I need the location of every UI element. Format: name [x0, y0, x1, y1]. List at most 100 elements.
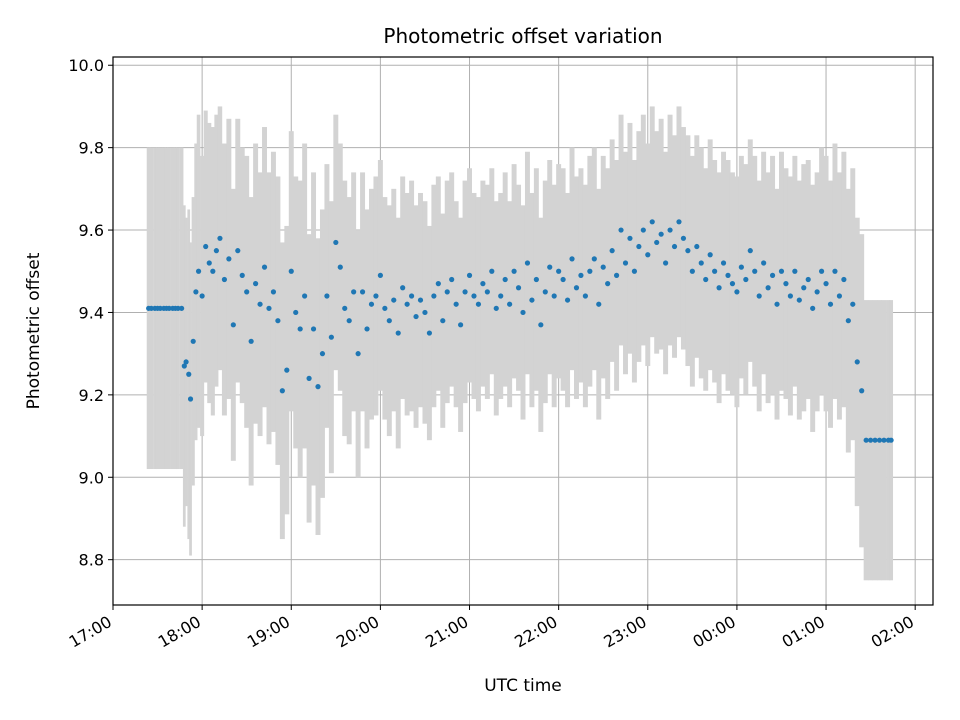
data-point — [206, 260, 212, 266]
y-tick-label: 9.0 — [79, 468, 104, 487]
plot-frame — [112, 56, 934, 606]
data-point — [293, 309, 299, 316]
y-tick-label: 9.4 — [79, 303, 104, 322]
data-point — [413, 313, 419, 320]
data-point — [787, 293, 793, 299]
data-point — [778, 268, 785, 274]
data-point — [676, 219, 682, 225]
data-point — [734, 289, 740, 295]
data-point — [587, 268, 593, 274]
data-point — [600, 264, 606, 270]
data-point — [636, 243, 642, 250]
data-point — [493, 305, 499, 311]
data-point — [876, 437, 883, 443]
data-point — [498, 293, 504, 299]
data-point — [288, 268, 294, 274]
data-point — [805, 276, 811, 283]
data-point — [654, 239, 660, 246]
data-point — [400, 285, 406, 291]
data-point — [613, 272, 620, 278]
data-point — [306, 375, 312, 381]
data-point — [596, 301, 602, 307]
data-point — [605, 281, 611, 287]
x-axis-label: UTC time — [484, 676, 562, 696]
data-point — [689, 268, 695, 274]
data-point — [462, 289, 468, 295]
y-tick-label: 9.8 — [79, 139, 104, 158]
data-point — [175, 305, 181, 311]
data-point — [752, 268, 758, 274]
data-point — [302, 293, 308, 299]
data-point — [466, 272, 473, 278]
data-point — [582, 293, 588, 299]
data-point — [244, 289, 250, 295]
data-point — [471, 293, 477, 299]
data-point — [373, 293, 379, 299]
data-point — [435, 281, 441, 287]
data-point — [226, 256, 232, 262]
chart-title: Photometric offset variation — [383, 24, 662, 48]
data-point — [337, 264, 343, 270]
data-point — [841, 276, 847, 283]
data-point — [310, 326, 317, 332]
data-point — [213, 248, 219, 254]
data-point — [622, 260, 629, 266]
data-point — [181, 363, 187, 369]
data-point — [680, 235, 687, 241]
data-point — [342, 305, 348, 311]
data-point — [663, 260, 669, 266]
data-point — [827, 301, 834, 307]
data-point — [297, 326, 303, 332]
y-tick-label: 9.6 — [79, 221, 104, 240]
data-point — [484, 289, 490, 295]
data-point — [761, 260, 767, 266]
data-point — [863, 437, 869, 443]
data-point — [609, 248, 615, 254]
data-point — [203, 243, 209, 250]
data-points-layer — [146, 219, 894, 443]
data-point — [547, 264, 553, 270]
data-point — [694, 243, 700, 250]
data-point — [404, 301, 410, 307]
data-point — [667, 227, 673, 233]
data-point — [395, 330, 401, 336]
data-point — [453, 301, 459, 307]
data-point — [716, 285, 722, 291]
data-point — [183, 359, 189, 365]
data-point — [640, 227, 646, 233]
data-point — [551, 293, 557, 299]
data-point — [756, 293, 762, 299]
data-point — [520, 309, 526, 316]
data-point — [569, 256, 575, 262]
data-point — [872, 437, 878, 443]
data-point — [248, 338, 254, 344]
data-point — [190, 338, 196, 344]
data-point — [193, 289, 199, 295]
data-point — [221, 276, 228, 283]
y-tick-label: 10.0 — [68, 56, 104, 75]
data-point — [573, 285, 580, 291]
data-point — [426, 330, 433, 336]
data-point — [315, 384, 321, 390]
y-tick-label: 9.2 — [79, 386, 104, 405]
data-point — [515, 285, 522, 291]
data-point — [698, 260, 704, 266]
data-point — [475, 301, 482, 307]
data-point — [769, 272, 776, 278]
data-point — [359, 289, 366, 295]
data-point — [195, 268, 202, 274]
data-point — [328, 334, 334, 340]
data-point — [157, 305, 163, 311]
data-point — [850, 301, 856, 307]
data-point — [658, 231, 664, 237]
data-point — [591, 256, 597, 262]
data-point — [671, 243, 678, 250]
data-point — [440, 318, 446, 324]
data-point — [351, 289, 357, 295]
data-point — [818, 268, 825, 274]
data-point — [377, 272, 383, 278]
data-point — [502, 276, 508, 283]
data-point — [511, 268, 517, 274]
data-point — [618, 227, 624, 233]
